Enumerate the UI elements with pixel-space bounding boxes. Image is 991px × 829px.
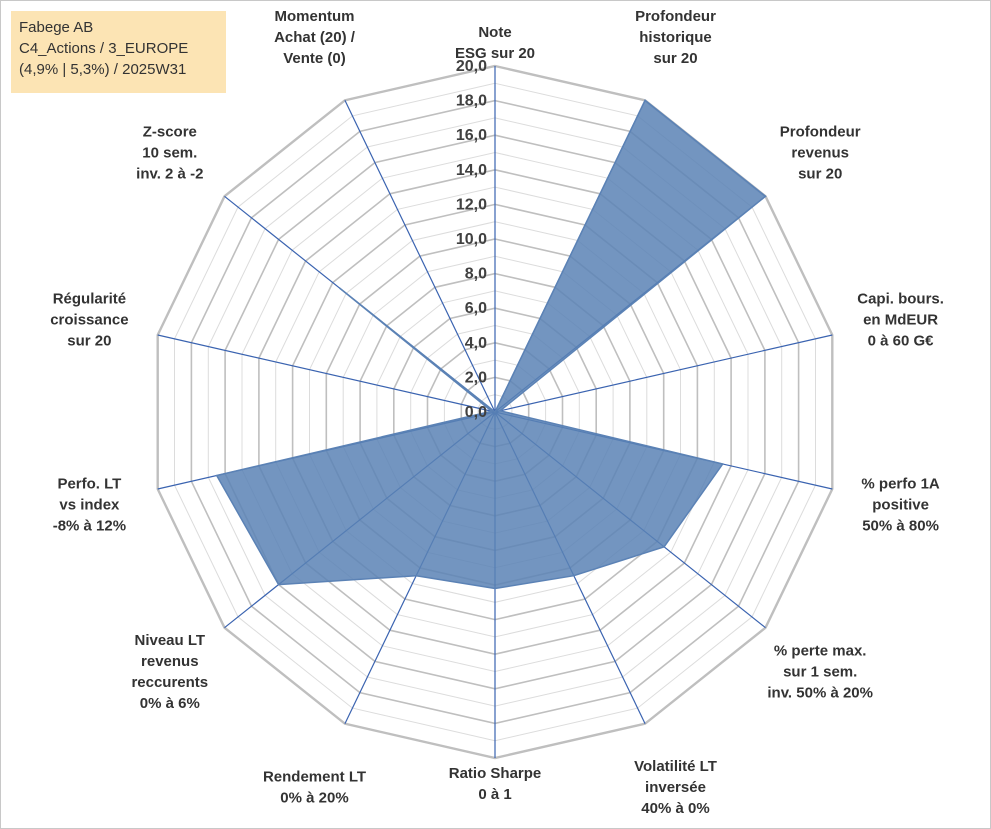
axis-label-line: Profondeur	[635, 8, 716, 25]
axis-label-line: Perfo. LT	[57, 476, 121, 493]
axis-label-line: inv. 2 à -2	[136, 166, 203, 183]
info-period: (4,9% | 5,3%) / 2025W31	[19, 61, 187, 78]
axis-label: Régularité croissance sur 20	[50, 290, 128, 349]
tick-label: 6,0	[465, 300, 487, 317]
info-category: C4_Actions / 3_EUROPE	[19, 40, 189, 57]
axis-spoke	[157, 334, 496, 413]
axis-label: Z-score 10 sem. inv. 2 à -2	[136, 124, 203, 183]
axis-label-line: Niveau LT	[135, 632, 206, 649]
axis-label: Ratio Sharpe 0 à 1	[449, 765, 542, 803]
axis-label-line: Volatilité LT	[634, 758, 717, 775]
tick-label: 4,0	[465, 335, 487, 352]
series-area	[215, 99, 767, 590]
info-company: Fabege AB	[19, 19, 94, 36]
axis-label: % perte max. sur 1 sem. inv. 50% à 20%	[767, 642, 873, 701]
axis-label: Profondeur revenus sur 20	[780, 124, 861, 183]
axis-label-line: en MdEUR	[863, 311, 938, 328]
axis-label-line: inv. 50% à 20%	[767, 684, 873, 701]
radar-axis-labels: Note ESG sur 20 Profondeur historique sur 20…	[50, 8, 944, 817]
axis-label-line: 0% à 6%	[140, 695, 200, 712]
axis-label: Volatilité LT inversée 40% à 0%	[634, 758, 717, 817]
axis-label-line: revenus	[141, 653, 199, 670]
axis-label-line: Régularité	[53, 290, 126, 307]
radar-series	[215, 99, 767, 590]
axis-label-line: positive	[872, 497, 929, 514]
axis-label-line: sur 1 sem.	[783, 663, 857, 680]
tick-label: 18,0	[456, 93, 487, 110]
tick-label: 14,0	[456, 162, 487, 179]
axis-label-line: 0 à 60 G€	[868, 332, 935, 349]
axis-label-line: historique	[639, 29, 712, 46]
axis-label-line: % perfo 1A	[861, 476, 940, 493]
axis-label-line: Profondeur	[780, 124, 861, 141]
axis-spoke	[344, 100, 496, 413]
axis-label-line: Rendement LT	[263, 768, 366, 785]
axis-label-line: Note	[478, 24, 511, 41]
axis-label-line: Z-score	[143, 124, 197, 141]
axis-label-line: 40% à 0%	[641, 800, 709, 817]
axis-label-line: inversée	[645, 779, 706, 796]
tick-label: 10,0	[456, 231, 487, 248]
axis-label-line: revenus	[791, 145, 849, 162]
axis-label-line: sur 20	[798, 166, 842, 183]
axis-label: Rendement LT 0% à 20%	[263, 768, 366, 806]
axis-label: Perfo. LT vs index -8% à 12%	[53, 476, 126, 535]
axis-label: Profondeur historique sur 20	[635, 8, 716, 67]
axis-label-line: 10 sem.	[142, 145, 197, 162]
tick-label: 12,0	[456, 196, 487, 213]
axis-label-line: 0 à 1	[478, 786, 511, 803]
tick-label: 8,0	[465, 266, 487, 283]
axis-spoke	[494, 334, 833, 413]
axis-label-line: croissance	[50, 311, 128, 328]
tick-label: 16,0	[456, 127, 487, 144]
axis-label-line: -8% à 12%	[53, 518, 126, 535]
axis-label: Niveau LT revenus reccurents 0% à 6%	[131, 632, 208, 712]
axis-label-line: sur 20	[653, 50, 697, 67]
tick-label: 20,0	[456, 58, 487, 75]
axis-label-line: vs index	[59, 497, 120, 514]
axis-label-line: Momentum	[275, 8, 355, 25]
axis-label-line: Capi. bours.	[857, 290, 944, 307]
axis-label: Capi. bours. en MdEUR 0 à 60 G€	[857, 290, 944, 349]
axis-label-line: sur 20	[67, 332, 111, 349]
radar-tick-labels: 0,0 2,0 4,0 6,0 8,0 10,0 12,0 14,0 16,0 18,0 20,0	[456, 58, 487, 421]
axis-label-line: Vente (0)	[283, 50, 346, 67]
tick-label: 0,0	[465, 404, 487, 421]
axis-label: % perfo 1A positive 50% à 80%	[861, 476, 940, 535]
axis-label-line: 0% à 20%	[280, 789, 348, 806]
axis-label-line: % perte max.	[774, 642, 867, 659]
axis-label-line: reccurents	[131, 674, 208, 691]
axis-label: Momentum Achat (20) / Vente (0)	[274, 8, 356, 67]
tick-label: 2,0	[465, 369, 487, 386]
axis-label-line: 50% à 80%	[862, 518, 939, 535]
axis-label-line: ESG sur 20	[455, 45, 535, 62]
axis-label-line: Achat (20) /	[274, 29, 356, 46]
axis-label: Note ESG sur 20	[455, 24, 535, 62]
info-box: Fabege AB C4_Actions / 3_EUROPE (4,9% | …	[11, 11, 226, 93]
axis-label-line: Ratio Sharpe	[449, 765, 542, 782]
